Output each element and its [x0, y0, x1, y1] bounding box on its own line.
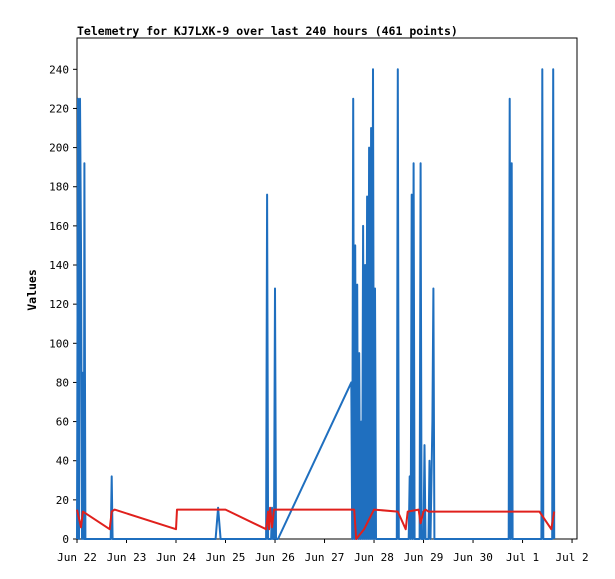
series-line-2 — [76, 506, 556, 540]
y-tick-label: 160 — [49, 220, 69, 233]
y-tick-label: 220 — [49, 102, 69, 115]
x-axis: Jun 22 Jun 23 Jun 24 Jun 25 Jun 26 Jun 27 Jun … — [57, 539, 589, 564]
y-axis-label: Values — [25, 269, 39, 311]
y-tick-label: 0 — [62, 533, 69, 546]
chart-title: Telemetry for KJ7LXK-9 over last 240 hou… — [77, 24, 458, 38]
x-tick-label: Jun 28 — [354, 551, 394, 564]
x-tick-label: Jul 2 — [555, 551, 588, 564]
x-tick-label: Jun 27 — [305, 551, 345, 564]
x-tick-label: Jun 22 — [57, 551, 97, 564]
x-tick-label: Jun 25 — [206, 551, 246, 564]
x-tick-label: Jun 30 — [453, 551, 493, 564]
y-tick-label: 40 — [56, 455, 69, 468]
x-tick-label: Jun 24 — [156, 551, 196, 564]
y-tick-label: 120 — [49, 298, 69, 311]
y-tick-label: 80 — [56, 376, 69, 389]
x-tick-label: Jun 23 — [107, 551, 147, 564]
y-axis: 0 20 40 60 80 100 120 140 160 180 200 220 240 — [49, 63, 77, 546]
y-tick-label: 20 — [56, 494, 69, 507]
x-tick-label: Jun 29 — [404, 551, 444, 564]
y-tick-label: 180 — [49, 181, 69, 194]
x-tick-label: Jun 26 — [255, 551, 295, 564]
y-tick-label: 100 — [49, 337, 69, 350]
y-tick-label: 60 — [56, 416, 69, 429]
series-line-1 — [76, 68, 556, 540]
series-layer — [76, 68, 556, 540]
plot-area — [76, 37, 578, 540]
x-tick-label: Jul 1 — [506, 551, 539, 564]
y-tick-label: 140 — [49, 259, 69, 272]
y-tick-label: 200 — [49, 142, 69, 155]
y-tick-label: 240 — [49, 63, 69, 76]
